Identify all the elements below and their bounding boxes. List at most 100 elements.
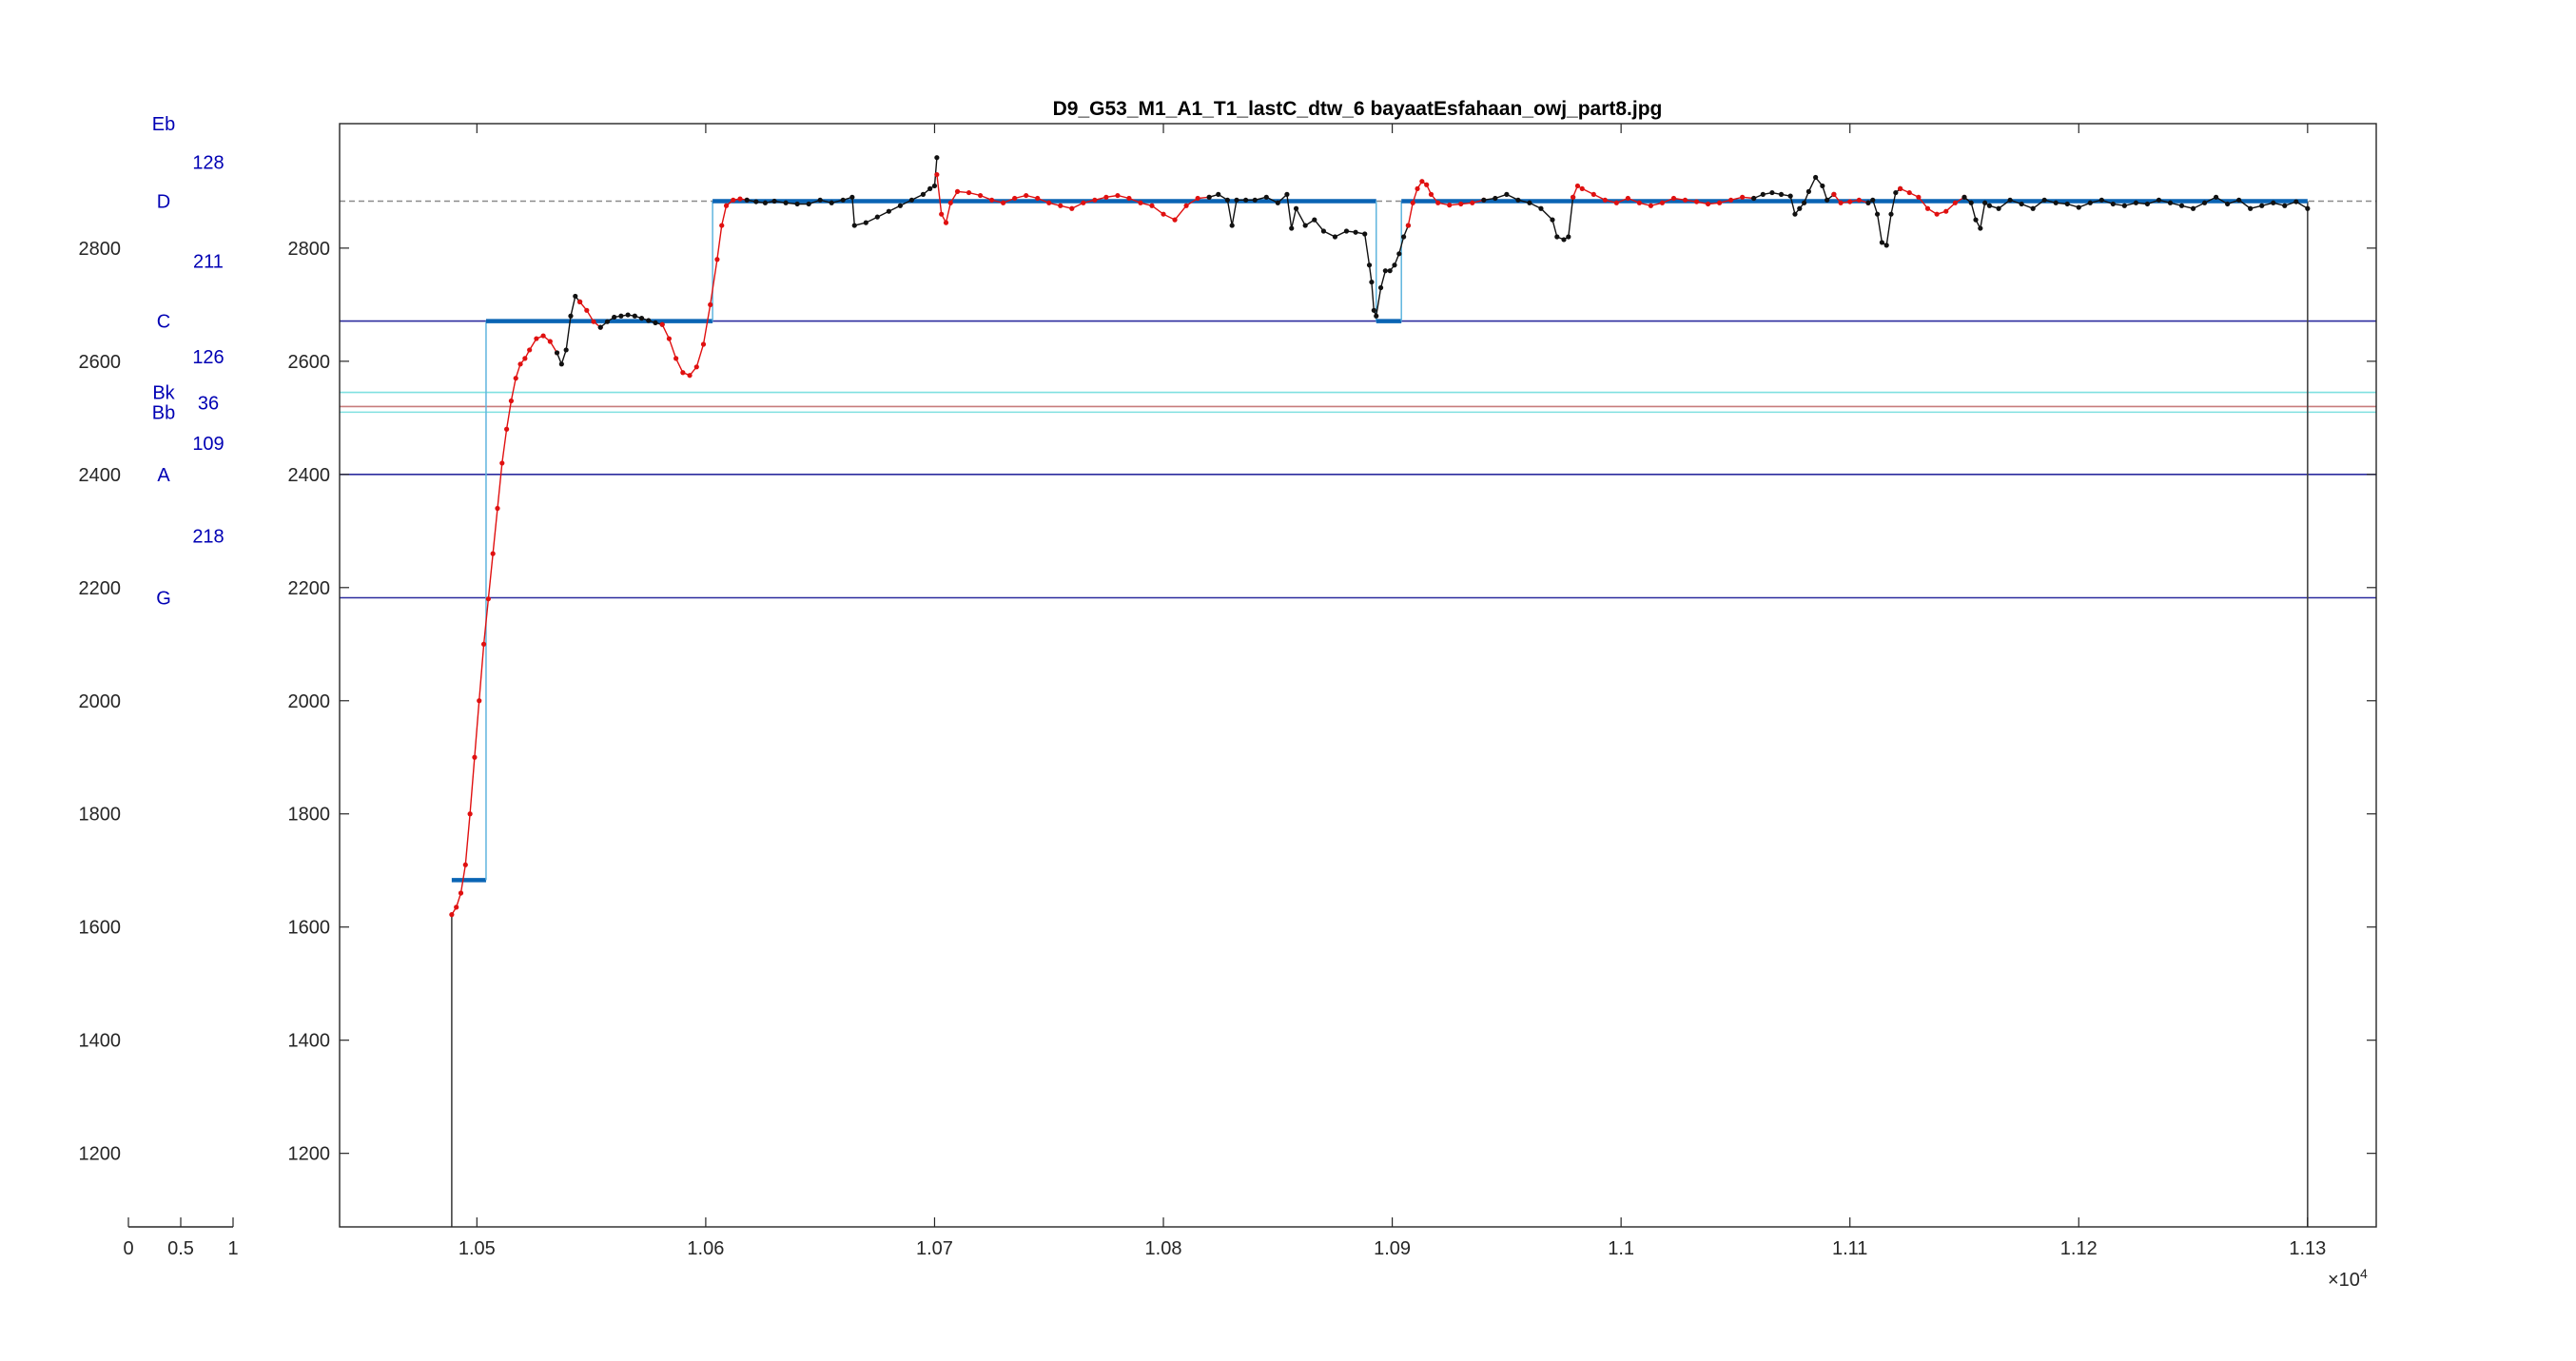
series-point [1820, 183, 1825, 189]
series-point [1831, 191, 1837, 197]
series-point [659, 321, 665, 327]
x-tick-label: 1.09 [1374, 1238, 1411, 1259]
note-axis-y-tick-label: 2000 [79, 691, 122, 712]
series-point [680, 370, 686, 376]
series-point [1659, 200, 1666, 205]
series-point [1769, 189, 1775, 196]
series-line-13 [1867, 187, 1902, 247]
y-tick-label: 2400 [288, 465, 331, 486]
note-axis-y-tick-label: 2600 [79, 352, 122, 373]
note-label: Bb [152, 402, 175, 423]
pitch-series-13 [1865, 185, 1903, 248]
series-point [934, 155, 940, 161]
series-point [547, 339, 553, 344]
series-point [1579, 185, 1585, 192]
y-tick-label: 2800 [288, 239, 331, 260]
series-point [673, 356, 679, 361]
series-point [1410, 200, 1415, 205]
series-point [485, 596, 491, 602]
series-point [1216, 191, 1221, 197]
series-point [1670, 195, 1677, 202]
series-point [1435, 200, 1441, 205]
x-tick-label: 1.05 [459, 1238, 496, 1259]
series-point [806, 201, 811, 207]
pitch-series-6 [934, 171, 1212, 225]
series-point [1161, 211, 1166, 217]
series-point [2133, 200, 2139, 205]
series-point [1515, 197, 1521, 203]
series-point [1183, 203, 1189, 208]
note-axis-y-tick-label: 1800 [79, 805, 122, 826]
y-tick-label: 1400 [288, 1031, 331, 1052]
series-point [2167, 200, 2174, 205]
series-point [931, 183, 938, 189]
series-point [1636, 200, 1642, 205]
interval-label: 211 [193, 252, 224, 273]
series-point [1527, 200, 1532, 205]
series-point [1172, 217, 1178, 223]
series-point [1968, 200, 1974, 205]
series-point [1234, 197, 1239, 203]
series-point [1224, 197, 1230, 203]
y-tick-label: 1200 [288, 1144, 331, 1165]
series-point [1320, 228, 1327, 234]
pitch-series-15 [1961, 194, 2311, 231]
series-point [693, 364, 699, 370]
x-tick-label: 1.06 [687, 1238, 724, 1259]
y-tick-label: 1600 [288, 918, 331, 939]
series-point [534, 336, 539, 341]
series-point [1447, 203, 1453, 208]
series-point [458, 890, 464, 896]
x-tick-label: 1.08 [1145, 1238, 1182, 1259]
series-point [2144, 201, 2151, 207]
series-point [817, 197, 823, 203]
series-point [1377, 284, 1384, 291]
series-point [1470, 200, 1475, 205]
series-point [1092, 197, 1098, 203]
series-point [554, 350, 560, 356]
series-point [1924, 205, 1931, 211]
series-point [954, 188, 961, 194]
series-point [1126, 195, 1132, 202]
series-line-0 [451, 335, 558, 915]
series-point [1682, 197, 1688, 203]
series-point [1898, 185, 1903, 192]
series-point [1561, 237, 1567, 243]
series-point [1728, 197, 1734, 203]
note-axis-y-tick-label: 2400 [79, 465, 122, 486]
series-point [1879, 240, 1884, 245]
note-axis-tick-label: 0 [123, 1238, 133, 1259]
series-point [1740, 194, 1746, 200]
series-point [495, 505, 500, 512]
note-axis-y-tick-label: 2200 [79, 578, 122, 599]
series-point [1574, 183, 1581, 189]
note-label: C [157, 312, 170, 333]
series-point [829, 200, 834, 205]
x-tick-label: 1.07 [916, 1238, 953, 1259]
series-point [638, 316, 645, 321]
note-label: D [157, 191, 170, 212]
series-point [517, 361, 523, 367]
series-point [1961, 194, 1967, 200]
series-point [1874, 211, 1881, 217]
series-point [1978, 225, 1983, 231]
series-point [467, 811, 473, 817]
series-point [1081, 200, 1086, 205]
series-point [2087, 200, 2093, 205]
series-point [508, 398, 515, 404]
series-point [584, 307, 590, 313]
series-point [1613, 200, 1619, 205]
interval-label: 36 [198, 393, 219, 414]
pitch-plot: 1.05 1.06 1.07 1.08 1.09 1.1 1.11 1.12 1.13 1200… [79, 123, 2377, 1291]
x-tick-label: 1.1 [1608, 1238, 1634, 1259]
series-point [1103, 194, 1109, 200]
series-point [522, 356, 528, 361]
series-point [977, 192, 984, 199]
series-point [1602, 197, 1608, 203]
series-point [1284, 191, 1290, 197]
series-point [708, 301, 713, 307]
series-point [1001, 200, 1006, 205]
series-point [886, 208, 891, 214]
series-point [2121, 203, 2127, 208]
